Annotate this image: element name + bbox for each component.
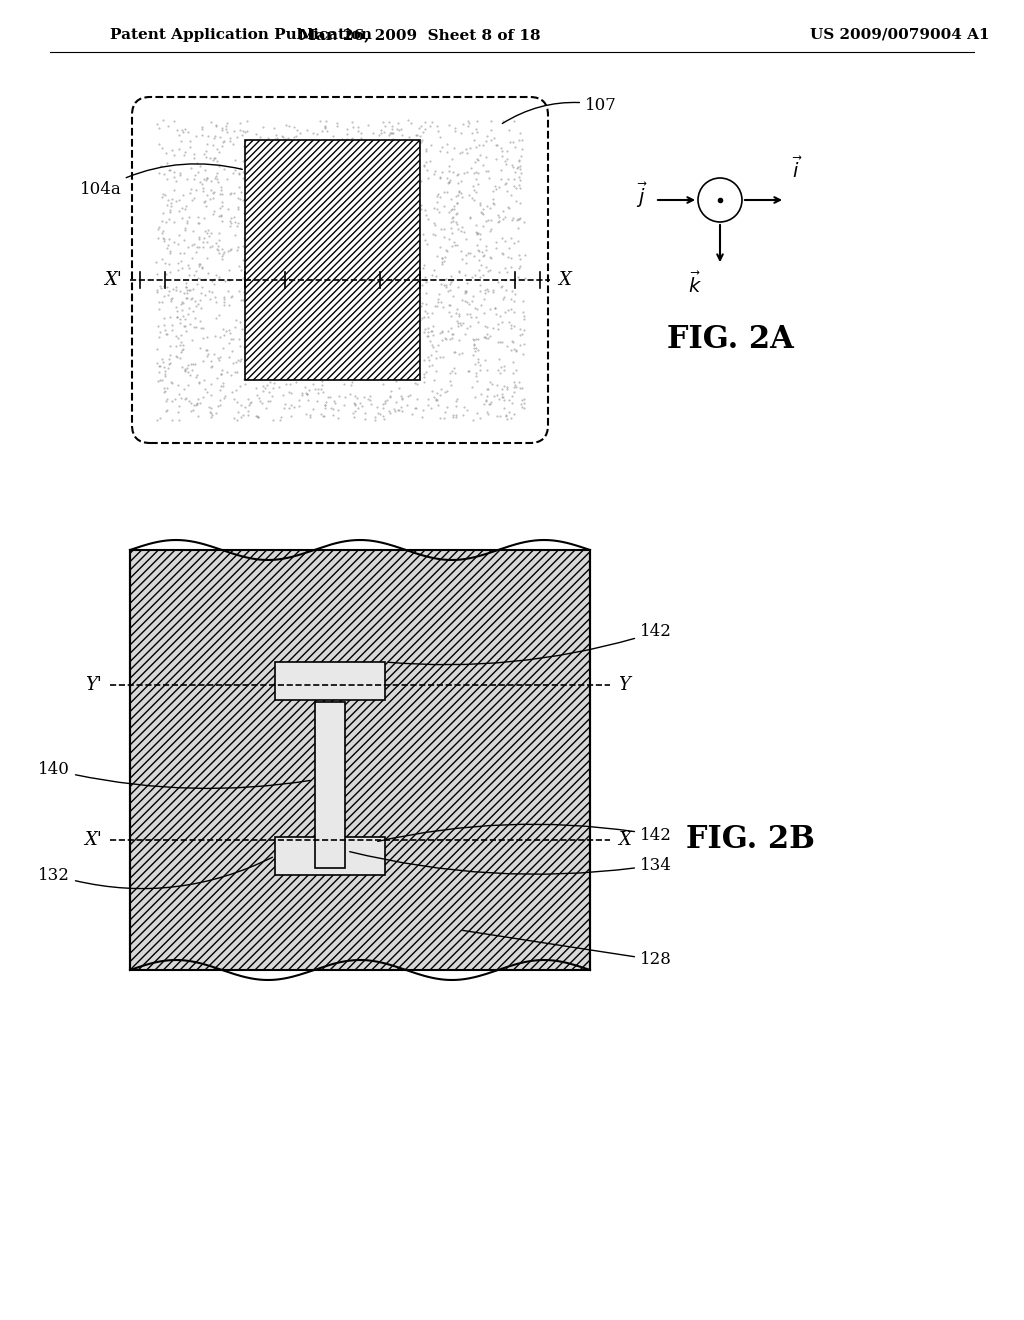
Circle shape	[698, 178, 742, 222]
Bar	[315, 702, 345, 869]
Text: 104a: 104a	[80, 164, 243, 198]
Text: X': X'	[84, 832, 102, 849]
Text: 132: 132	[38, 857, 272, 888]
Bar	[275, 663, 385, 700]
Text: Mar. 26, 2009  Sheet 8 of 18: Mar. 26, 2009 Sheet 8 of 18	[299, 28, 541, 42]
Text: X: X	[618, 832, 631, 849]
Text: $\vec{j}$: $\vec{j}$	[636, 181, 648, 210]
Text: US 2009/0079004 A1: US 2009/0079004 A1	[810, 28, 990, 42]
Text: 128: 128	[463, 931, 672, 969]
Bar	[275, 837, 385, 875]
Text: $\vec{k}$: $\vec{k}$	[688, 272, 702, 297]
Text: 142: 142	[388, 623, 672, 665]
Text: $\vec{i}$: $\vec{i}$	[792, 157, 803, 182]
Bar	[130, 550, 590, 970]
Text: 140: 140	[38, 762, 310, 788]
Text: 107: 107	[503, 96, 616, 124]
Text: Y': Y'	[85, 676, 102, 694]
Text: Y: Y	[618, 676, 630, 694]
Text: X': X'	[104, 271, 122, 289]
Text: Patent Application Publication: Patent Application Publication	[110, 28, 372, 42]
Text: FIG. 2A: FIG. 2A	[667, 325, 794, 355]
Text: X: X	[558, 271, 570, 289]
Text: FIG. 2B: FIG. 2B	[685, 825, 814, 855]
Text: 134: 134	[350, 851, 672, 874]
Text: 142: 142	[378, 824, 672, 843]
Bar	[245, 140, 420, 380]
